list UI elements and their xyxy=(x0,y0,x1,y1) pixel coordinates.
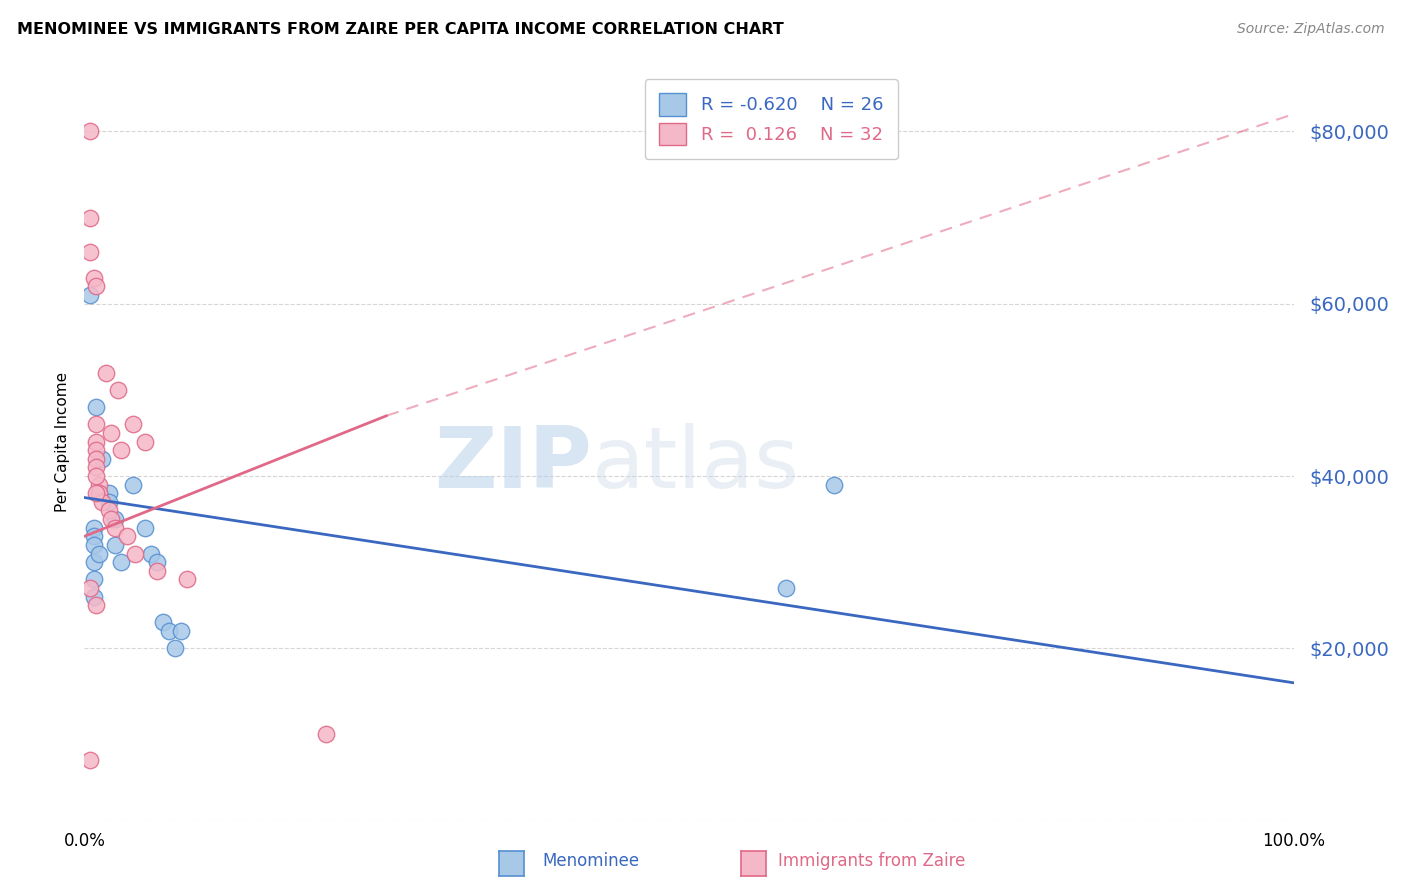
Point xyxy=(91,451,114,466)
Text: Menominee: Menominee xyxy=(541,852,640,870)
Point xyxy=(165,641,187,656)
Point xyxy=(91,495,114,509)
Point xyxy=(83,590,105,604)
Point xyxy=(83,521,105,535)
Point xyxy=(79,211,101,225)
Point xyxy=(86,451,108,466)
Point xyxy=(107,383,129,397)
Point xyxy=(86,469,108,483)
Point xyxy=(86,460,108,475)
Point xyxy=(124,547,146,561)
Y-axis label: Per Capita Income: Per Capita Income xyxy=(55,371,70,512)
Point xyxy=(83,538,105,552)
Point xyxy=(86,443,108,458)
Point xyxy=(100,512,122,526)
Point xyxy=(79,753,101,767)
Point xyxy=(104,512,127,526)
Point xyxy=(83,555,105,569)
Point xyxy=(152,615,174,630)
Point xyxy=(139,547,162,561)
Point xyxy=(79,288,101,302)
Point xyxy=(83,529,105,543)
Point xyxy=(115,529,138,543)
Point xyxy=(146,564,169,578)
Point xyxy=(315,727,337,741)
Point xyxy=(79,581,101,595)
Text: ZIP: ZIP xyxy=(434,423,592,506)
Point xyxy=(176,573,198,587)
Point xyxy=(121,417,143,432)
Point xyxy=(87,477,110,491)
Point xyxy=(104,521,127,535)
Text: MENOMINEE VS IMMIGRANTS FROM ZAIRE PER CAPITA INCOME CORRELATION CHART: MENOMINEE VS IMMIGRANTS FROM ZAIRE PER C… xyxy=(17,22,783,37)
Point xyxy=(775,581,797,595)
Point xyxy=(170,624,193,639)
Point xyxy=(134,434,156,449)
Text: Immigrants from Zaire: Immigrants from Zaire xyxy=(778,852,966,870)
Point xyxy=(97,503,120,517)
Point xyxy=(87,486,110,500)
Point xyxy=(94,366,117,380)
Legend: R = -0.620    N = 26, R =  0.126    N = 32: R = -0.620 N = 26, R = 0.126 N = 32 xyxy=(644,79,897,159)
Point xyxy=(87,486,110,500)
Point xyxy=(146,555,169,569)
Point xyxy=(86,486,108,500)
Point xyxy=(134,521,156,535)
Point xyxy=(97,486,120,500)
Point xyxy=(86,400,108,414)
Point xyxy=(157,624,180,639)
Point xyxy=(83,573,105,587)
Text: Source: ZipAtlas.com: Source: ZipAtlas.com xyxy=(1237,22,1385,37)
Point xyxy=(104,538,127,552)
Point xyxy=(86,417,108,432)
Point xyxy=(86,279,108,293)
Point xyxy=(100,425,122,440)
Point xyxy=(87,547,110,561)
Point xyxy=(110,555,132,569)
Point xyxy=(823,477,845,491)
Point xyxy=(97,495,120,509)
Point xyxy=(86,599,108,613)
Point xyxy=(79,124,101,138)
Point xyxy=(110,443,132,458)
Point xyxy=(86,434,108,449)
Point xyxy=(83,270,105,285)
Point xyxy=(79,244,101,259)
Text: atlas: atlas xyxy=(592,423,800,506)
Point xyxy=(121,477,143,491)
